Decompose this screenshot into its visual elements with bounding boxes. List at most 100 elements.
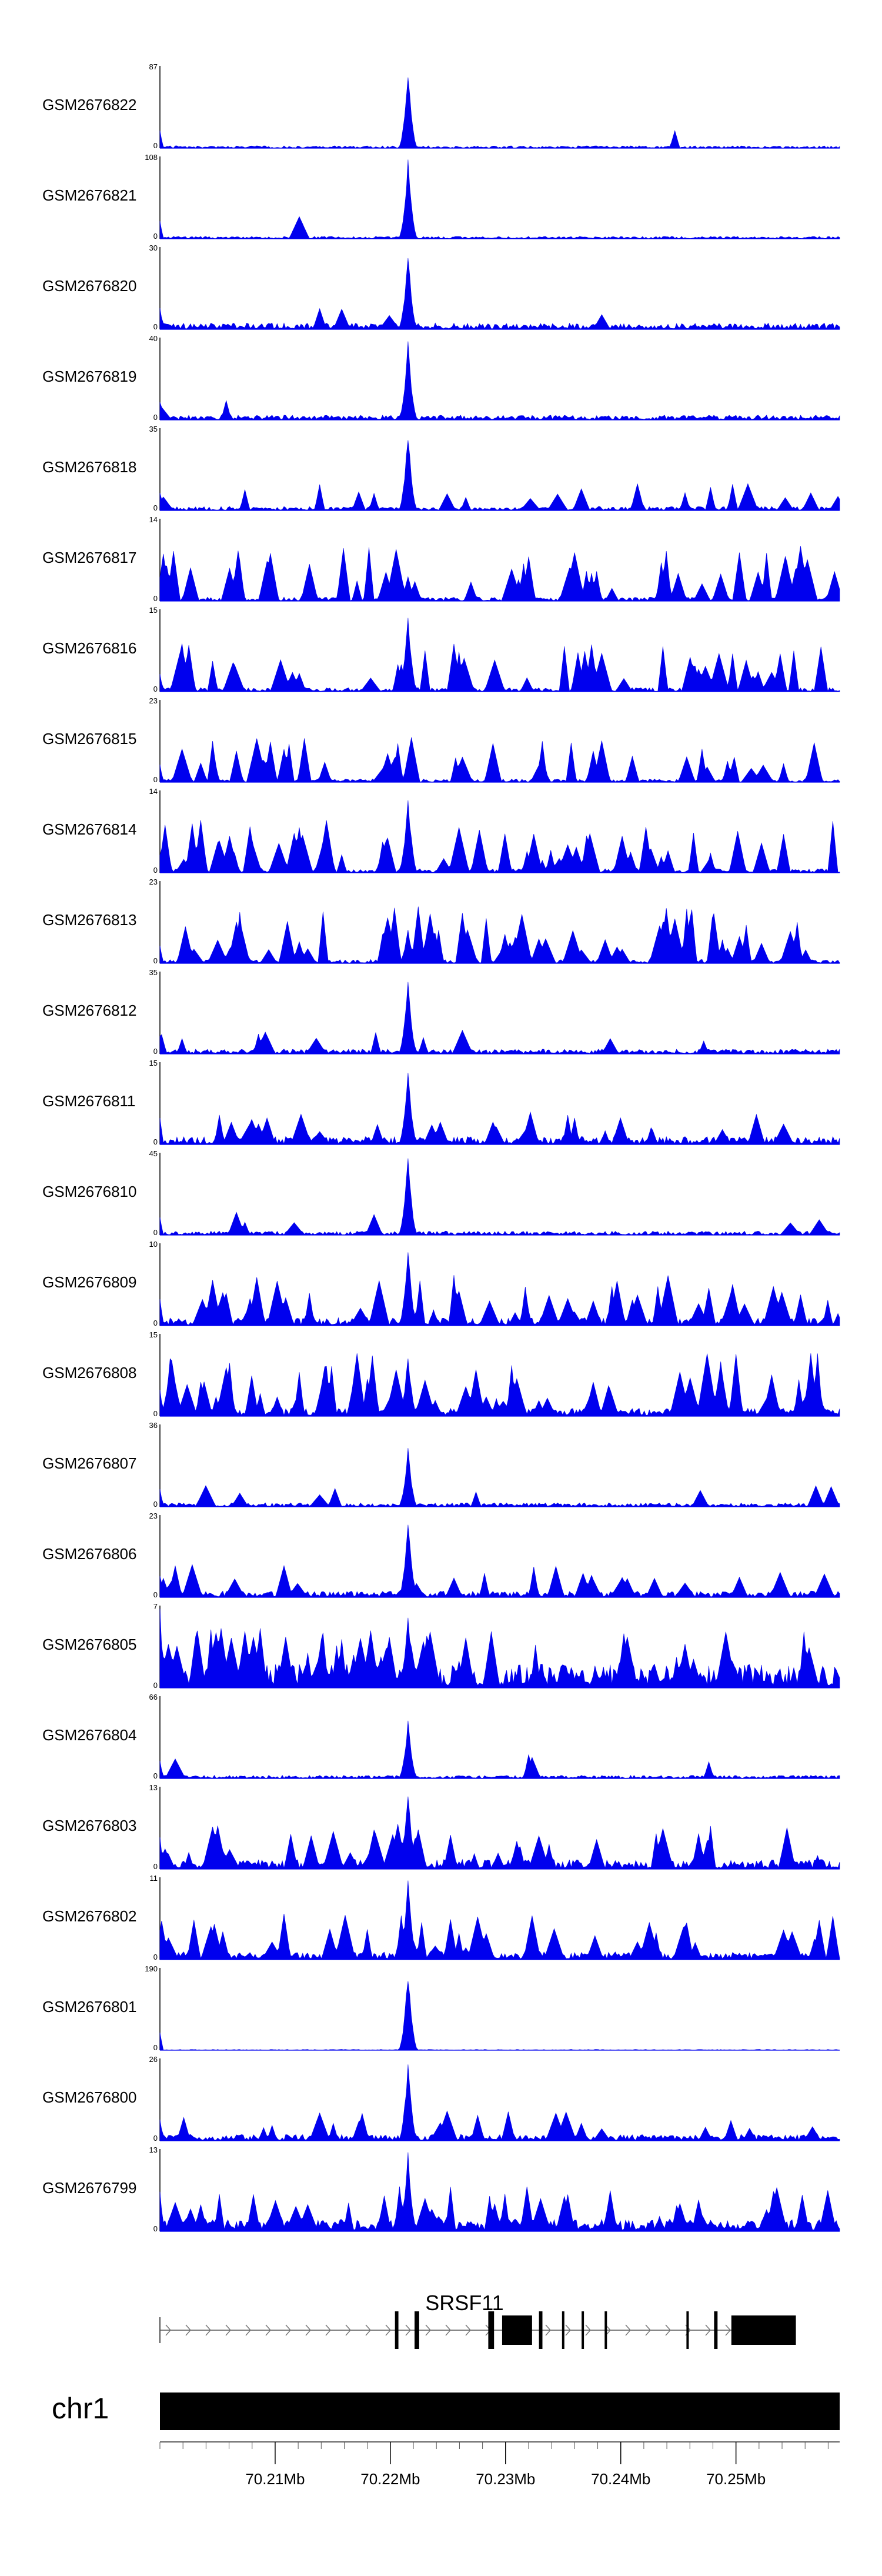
track-GSM2676819: GSM2676819 40 0 bbox=[42, 334, 840, 422]
track-GSM2676821: GSM2676821 108 0 bbox=[42, 153, 840, 241]
track-GSM2676818: GSM2676818 35 0 bbox=[42, 425, 840, 512]
track-ymax-label: 45 bbox=[149, 1149, 158, 1158]
x-tick-label: 70.25Mb bbox=[706, 2470, 766, 2488]
track-GSM2676812: GSM2676812 35 0 bbox=[42, 968, 840, 1056]
strand-arrow bbox=[565, 2324, 572, 2336]
track-ymax-label: 30 bbox=[149, 243, 158, 252]
track-coverage-area bbox=[159, 800, 840, 873]
track-label: GSM2676815 bbox=[42, 730, 136, 748]
track-coverage-area bbox=[159, 1524, 840, 1598]
strand-arrow bbox=[465, 2324, 472, 2336]
strand-arrow bbox=[385, 2324, 392, 2336]
track-GSM2676822: GSM2676822 87 0 bbox=[42, 62, 840, 150]
track-coverage-area bbox=[159, 341, 840, 421]
track-coverage-area bbox=[159, 258, 840, 330]
track-ymax-label: 87 bbox=[149, 62, 158, 71]
exon-block bbox=[415, 2311, 419, 2349]
track-label: GSM2676818 bbox=[42, 458, 136, 476]
track-ymin-label: 0 bbox=[153, 2043, 158, 2052]
track-ymin-label: 0 bbox=[153, 1137, 158, 1146]
track-ymin-label: 0 bbox=[153, 866, 158, 875]
track-label: GSM2676814 bbox=[42, 820, 136, 838]
strand-arrow bbox=[365, 2324, 372, 2336]
track-coverage-area bbox=[159, 440, 840, 511]
track-ymax-label: 13 bbox=[149, 2145, 158, 2154]
strand-arrow bbox=[185, 2324, 192, 2336]
track-label: GSM2676802 bbox=[42, 1907, 136, 1925]
track-ymax-label: 23 bbox=[149, 696, 158, 705]
exon-block bbox=[582, 2311, 584, 2349]
x-tick-label: 70.24Mb bbox=[591, 2470, 650, 2488]
track-ymax-label: 15 bbox=[149, 1330, 158, 1339]
track-ymax-label: 7 bbox=[153, 1602, 158, 1611]
track-ymin-label: 0 bbox=[153, 503, 158, 512]
track-label: GSM2676817 bbox=[42, 549, 136, 566]
x-tick-label: 70.22Mb bbox=[360, 2470, 420, 2488]
x-tick-label: 70.21Mb bbox=[245, 2470, 305, 2488]
track-coverage-area bbox=[159, 618, 840, 692]
track-GSM2676810: GSM2676810 45 0 bbox=[42, 1149, 840, 1237]
track-label: GSM2676808 bbox=[42, 1364, 136, 1382]
track-ymin-label: 0 bbox=[153, 141, 158, 150]
track-label: GSM2676806 bbox=[42, 1545, 136, 1563]
track-ymin-label: 0 bbox=[153, 1953, 158, 1961]
track-GSM2676816: GSM2676816 15 0 bbox=[42, 606, 840, 693]
strand-arrow bbox=[725, 2324, 731, 2336]
genomic-x-axis: 70.21Mb 70.22Mb 70.23Mb 70.24Mb 70.25Mb bbox=[159, 2441, 840, 2488]
chromosome-band bbox=[160, 2393, 840, 2430]
track-ymin-label: 0 bbox=[153, 232, 158, 241]
track-label: GSM2676807 bbox=[42, 1454, 136, 1472]
track-coverage-area bbox=[159, 1880, 840, 1960]
track-GSM2676801: GSM2676801 190 0 bbox=[42, 1964, 840, 2052]
track-coverage-area bbox=[159, 1073, 840, 1145]
track-coverage-area bbox=[159, 546, 840, 602]
track-ymin-label: 0 bbox=[153, 1590, 158, 1599]
track-coverage-area bbox=[159, 737, 840, 783]
track-GSM2676814: GSM2676814 14 0 bbox=[42, 787, 840, 875]
track-ymin-label: 0 bbox=[153, 594, 158, 603]
track-label: GSM2676810 bbox=[42, 1183, 136, 1200]
track-ymax-label: 35 bbox=[149, 425, 158, 433]
exon-block bbox=[604, 2311, 607, 2349]
track-GSM2676805: GSM2676805 7 0 bbox=[42, 1602, 840, 1690]
track-label: GSM2676811 bbox=[42, 1092, 136, 1110]
track-ymax-label: 23 bbox=[149, 1511, 158, 1520]
track-label: GSM2676821 bbox=[42, 186, 136, 204]
track-ymax-label: 66 bbox=[149, 1693, 158, 1701]
exon-block bbox=[395, 2311, 399, 2349]
chromosome-ideogram-track: chr1 bbox=[52, 2392, 840, 2430]
track-ymin-label: 0 bbox=[153, 1319, 158, 1327]
track-coverage-area bbox=[159, 906, 840, 964]
track-ymin-label: 0 bbox=[153, 413, 158, 422]
exon-block bbox=[502, 2315, 532, 2345]
track-ymin-label: 0 bbox=[153, 2134, 158, 2143]
track-ymax-label: 10 bbox=[149, 1240, 158, 1249]
exon-block bbox=[764, 2315, 796, 2345]
track-ymin-label: 0 bbox=[153, 2224, 158, 2233]
track-ymin-label: 0 bbox=[153, 1228, 158, 1237]
track-ymin-label: 0 bbox=[153, 685, 158, 693]
coverage-tracks: GSM2676822 87 0 GSM2676821 108 0 GSM2676820 30 0… bbox=[42, 62, 840, 2233]
track-label: GSM2676822 bbox=[42, 96, 136, 114]
strand-arrow bbox=[625, 2324, 632, 2336]
track-coverage-area bbox=[159, 159, 840, 239]
track-coverage-area bbox=[159, 77, 840, 149]
strand-arrow bbox=[405, 2324, 412, 2336]
exon-block bbox=[686, 2311, 689, 2349]
track-GSM2676817: GSM2676817 14 0 bbox=[42, 515, 840, 603]
track-GSM2676800: GSM2676800 26 0 bbox=[42, 2055, 840, 2143]
chromosome-label: chr1 bbox=[52, 2392, 109, 2425]
strand-arrow bbox=[445, 2324, 452, 2336]
track-coverage-area bbox=[159, 982, 840, 1055]
track-GSM2676799: GSM2676799 13 0 bbox=[42, 2145, 840, 2233]
track-GSM2676806: GSM2676806 23 0 bbox=[42, 1511, 840, 1599]
exon-block bbox=[714, 2311, 718, 2349]
track-ymax-label: 14 bbox=[149, 787, 158, 796]
track-coverage-area bbox=[159, 1981, 840, 2051]
track-coverage-area bbox=[159, 1609, 840, 1689]
track-ymax-label: 40 bbox=[149, 334, 158, 343]
strand-arrow bbox=[665, 2324, 671, 2336]
strand-arrow bbox=[225, 2324, 232, 2336]
track-ymax-label: 13 bbox=[149, 1783, 158, 1792]
track-coverage-area bbox=[159, 2152, 840, 2232]
